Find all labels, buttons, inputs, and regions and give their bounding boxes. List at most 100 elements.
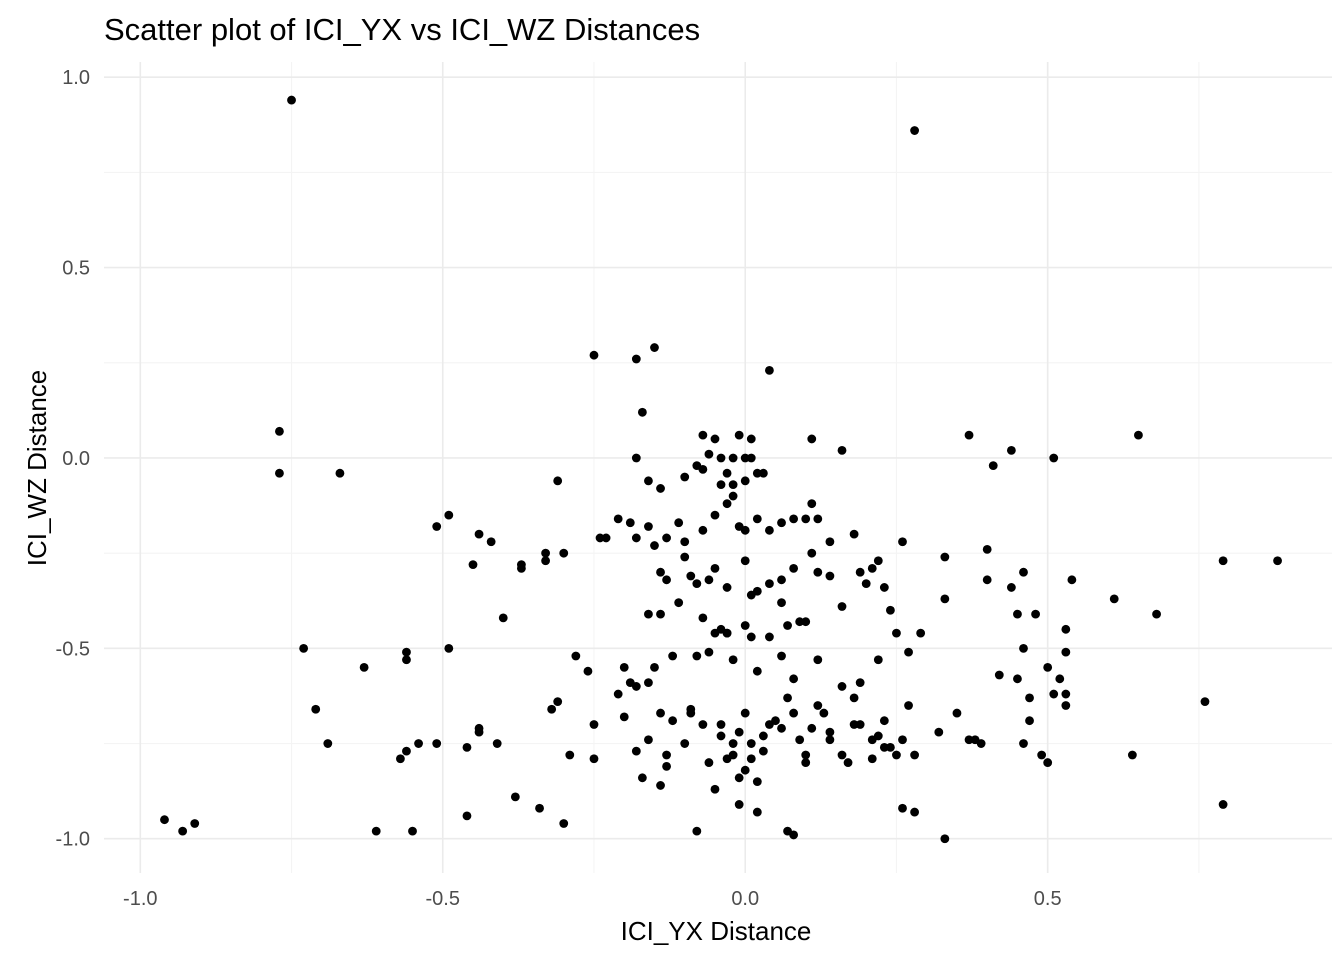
scatter-point [1043,662,1053,672]
scatter-point [680,552,690,562]
scatter-point [583,666,593,676]
scatter-point [765,366,774,375]
scatter-point [1006,583,1016,592]
scatter-point [849,693,859,703]
scatter-point [728,491,738,501]
scatter-point [746,453,756,463]
scatter-point [801,750,811,760]
scatter-point [662,750,671,760]
scatter-point [1031,609,1040,619]
scatter-point [758,731,768,741]
y-axis-title: ICI_WZ Distance [22,370,52,567]
y-tick-label: 0.0 [62,448,90,470]
scatter-point [396,754,405,764]
scatter-point [698,613,708,623]
scatter-point [849,720,859,729]
scatter-point [1013,609,1022,619]
scatter-point [801,758,811,767]
scatter-point [595,533,605,543]
scatter-point [686,708,696,718]
scatter-point [498,613,508,623]
scatter-point [287,95,296,105]
scatter-point [740,525,750,535]
scatter-point [728,480,738,490]
scatter-point [408,826,417,836]
scatter-point [547,704,557,714]
scatter-point [964,430,974,440]
y-tick-label: -1.0 [56,829,90,851]
scatter-point [613,514,623,524]
scatter-point [1043,758,1053,767]
scatter-point [873,655,883,665]
scatter-point [789,708,799,718]
scatter-point [601,533,611,543]
scatter-point [631,746,641,756]
scatter-point [837,602,847,611]
scatter-point [335,468,345,478]
scatter-point [825,727,835,737]
scatter-point [855,720,865,729]
scatter-point [541,548,550,558]
scatter-point [359,662,369,672]
scatter-point [510,792,520,802]
scatter-point [837,445,847,455]
scatter-point [728,750,738,760]
scatter-point [432,739,442,748]
scatter-point [1200,697,1210,707]
scatter-point [849,529,859,539]
x-tick-label: 0.0 [731,888,759,910]
scatter-point [734,773,744,783]
scatter-point [777,651,786,661]
x-tick-label: -1.0 [123,888,157,910]
scatter-point [1025,693,1034,703]
scatter-point [879,716,889,726]
scatter-point [783,693,792,703]
scatter-point [976,739,986,748]
scatter-point [160,815,169,825]
scatter-point [650,343,659,352]
y-tick-label: -0.5 [56,638,90,660]
scatter-point [631,354,641,364]
scatter-point [982,575,992,585]
scatter-point [704,758,714,767]
scatter-point [698,720,708,729]
scatter-point [740,621,750,630]
scatter-point [752,586,762,596]
scatter-point [825,735,835,745]
scatter-point [746,434,756,444]
scatter-point [692,651,702,661]
scatter-point [662,533,671,543]
grid-lines [104,62,1332,873]
scatter-point [728,453,738,463]
scatter-point [674,598,684,608]
scatter-point [710,510,720,520]
scatter-point [323,739,333,748]
scatter-point [777,518,786,528]
scatter-point [789,674,799,684]
scatter-point [813,514,823,524]
scatter-point [644,522,653,531]
scatter-point [650,541,659,550]
scatter-point [1019,567,1028,577]
scatter-point [722,628,732,638]
scatter-point [892,750,901,760]
scatter-point [807,548,817,558]
scatter-point [402,746,411,756]
x-axis-tick-labels: -1.0 -0.5 0.0 0.5 [123,888,1062,910]
scatter-point [716,480,726,490]
scatter-point [825,571,835,581]
scatter-point [674,518,684,528]
scatter-point [710,784,720,794]
scatter-point [662,761,671,771]
scatter-point [1134,430,1143,440]
scatter-point [758,468,768,478]
scatter-point [734,430,744,440]
scatter-point [879,583,889,592]
scatter-point [795,617,805,627]
scatter-point [662,575,671,585]
scatter-point [916,628,926,638]
scatter-point [734,800,744,809]
scatter-point [728,655,738,665]
scatter-point [807,499,817,509]
scatter-point [178,826,188,836]
